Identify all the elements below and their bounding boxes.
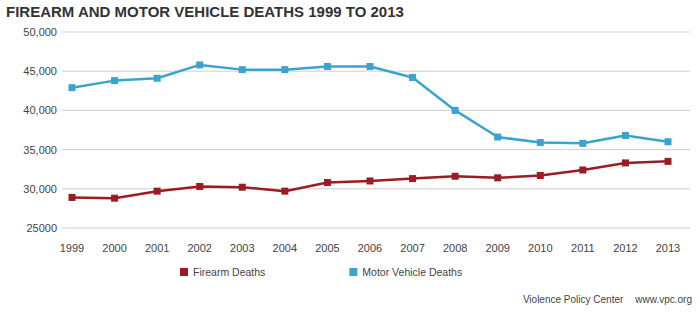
x-tick-label: 2002 [187, 242, 211, 254]
point-marker [452, 173, 459, 180]
y-tick-label: 25000 [26, 222, 57, 234]
x-tick-label: 2005 [315, 242, 339, 254]
y-tick-label: 45,000 [23, 65, 57, 77]
legend: Firearm Deaths Motor Vehicle Deaths [180, 266, 462, 278]
point-marker [196, 183, 203, 190]
point-marker [665, 158, 672, 165]
plot-area [69, 61, 672, 201]
grid-line [62, 228, 690, 229]
point-marker [239, 66, 246, 73]
point-marker [665, 138, 672, 145]
point-marker [196, 61, 203, 68]
point-marker [452, 107, 459, 114]
point-marker [537, 172, 544, 179]
grid-line [62, 110, 690, 111]
point-marker [537, 139, 544, 146]
point-marker [579, 166, 586, 173]
grid-line [62, 149, 690, 150]
x-tick-label: 2013 [656, 242, 680, 254]
x-tick-label: 2012 [613, 242, 637, 254]
legend-label: Motor Vehicle Deaths [362, 266, 462, 278]
point-marker [367, 63, 374, 70]
point-marker [409, 175, 416, 182]
y-tick-label: 40,000 [23, 104, 57, 116]
chart-title: FIREARM AND MOTOR VEHICLE DEATHS 1999 TO… [6, 3, 404, 20]
chart-svg: FIREARM AND MOTOR VEHICLE DEATHS 1999 TO… [0, 0, 700, 313]
point-marker [622, 159, 629, 166]
grid [62, 32, 690, 228]
point-marker [239, 184, 246, 191]
x-tick-label: 2011 [571, 242, 595, 254]
y-tick-label: 50,000 [23, 26, 57, 38]
point-marker [494, 134, 501, 141]
point-marker [281, 66, 288, 73]
x-tick-label: 2006 [358, 242, 382, 254]
x-tick-label: 2000 [102, 242, 126, 254]
point-marker [324, 179, 331, 186]
y-tick-label: 30,000 [23, 183, 57, 195]
point-marker [111, 77, 118, 84]
point-marker [409, 74, 416, 81]
chart-container: FIREARM AND MOTOR VEHICLE DEATHS 1999 TO… [0, 0, 700, 313]
x-tick-label: 2003 [230, 242, 254, 254]
x-tick-label: 2007 [400, 242, 424, 254]
point-marker [154, 188, 161, 195]
x-tick-label: 2009 [485, 242, 509, 254]
point-marker [494, 174, 501, 181]
point-marker [324, 63, 331, 70]
x-tick-label: 2004 [273, 242, 297, 254]
point-marker [579, 140, 586, 147]
point-marker [111, 195, 118, 202]
point-marker [154, 75, 161, 82]
grid-line [62, 71, 690, 72]
point-marker [281, 188, 288, 195]
legend-label: Firearm Deaths [193, 266, 265, 278]
point-marker [622, 132, 629, 139]
y-tick-label: 35,000 [23, 144, 57, 156]
series-line [72, 65, 668, 143]
source-note: Violence Policy Center [523, 294, 624, 305]
legend-swatch [180, 268, 188, 276]
x-tick-label: 2008 [443, 242, 467, 254]
point-marker [69, 84, 76, 91]
x-tick-label: 2010 [528, 242, 552, 254]
series-line [72, 161, 668, 198]
x-tick-label: 2001 [145, 242, 169, 254]
point-marker [69, 194, 76, 201]
point-marker [367, 177, 374, 184]
grid-line [62, 32, 690, 33]
x-tick-label: 1999 [60, 242, 84, 254]
legend-swatch [349, 268, 357, 276]
source-note: www.vpc.org [634, 294, 692, 305]
